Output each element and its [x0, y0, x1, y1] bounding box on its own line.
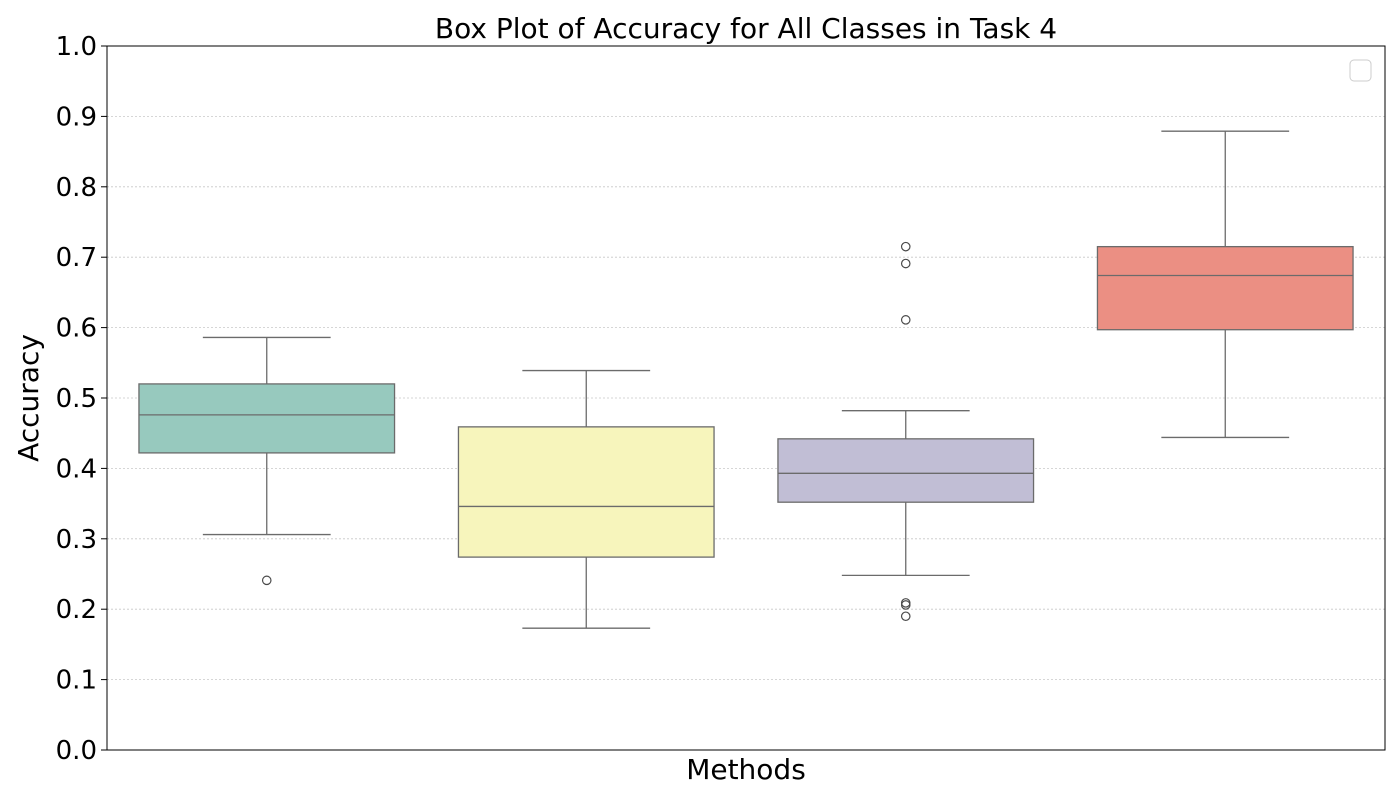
outlier-point [900, 315, 911, 325]
outlier-point [900, 258, 911, 269]
y-tick-label: 0.2 [56, 595, 97, 625]
box-series [138, 130, 1354, 629]
y-tick-label: 0.7 [56, 243, 97, 273]
y-tick-label: 0.6 [56, 314, 97, 344]
box-series-1 [138, 336, 396, 586]
y-tick-label: 0.4 [56, 454, 97, 484]
y-axis-ticks: 0.0 0.1 0.2 0.3 0.4 0.5 0.6 0.7 0.8 0.9 1.0 [56, 32, 107, 766]
y-axis-label: Accuracy [12, 334, 45, 462]
outlier-point [900, 611, 911, 622]
y-tick-label: 0.1 [56, 666, 97, 696]
box-series-2 [457, 369, 715, 629]
x-axis-label: Methods [686, 753, 806, 786]
iqr-box [1096, 245, 1354, 331]
outlier-point [900, 600, 911, 610]
y-tick-label: 1.0 [56, 32, 97, 62]
iqr-box [777, 438, 1035, 503]
legend-box [1349, 59, 1372, 82]
y-tick-label: 0.8 [56, 173, 97, 203]
y-tick-label: 0.9 [56, 102, 97, 132]
box-series-3 [777, 241, 1035, 622]
y-tick-label: 0.5 [56, 384, 97, 414]
box-series-4 [1096, 130, 1354, 439]
chart-title: Box Plot of Accuracy for All Classes in … [435, 12, 1057, 45]
outlier-point [261, 575, 272, 586]
y-tick-label: 0.3 [56, 525, 97, 555]
iqr-box [457, 426, 715, 558]
y-tick-label: 0.0 [56, 736, 97, 766]
iqr-box [138, 383, 396, 454]
outlier-point [900, 241, 911, 252]
